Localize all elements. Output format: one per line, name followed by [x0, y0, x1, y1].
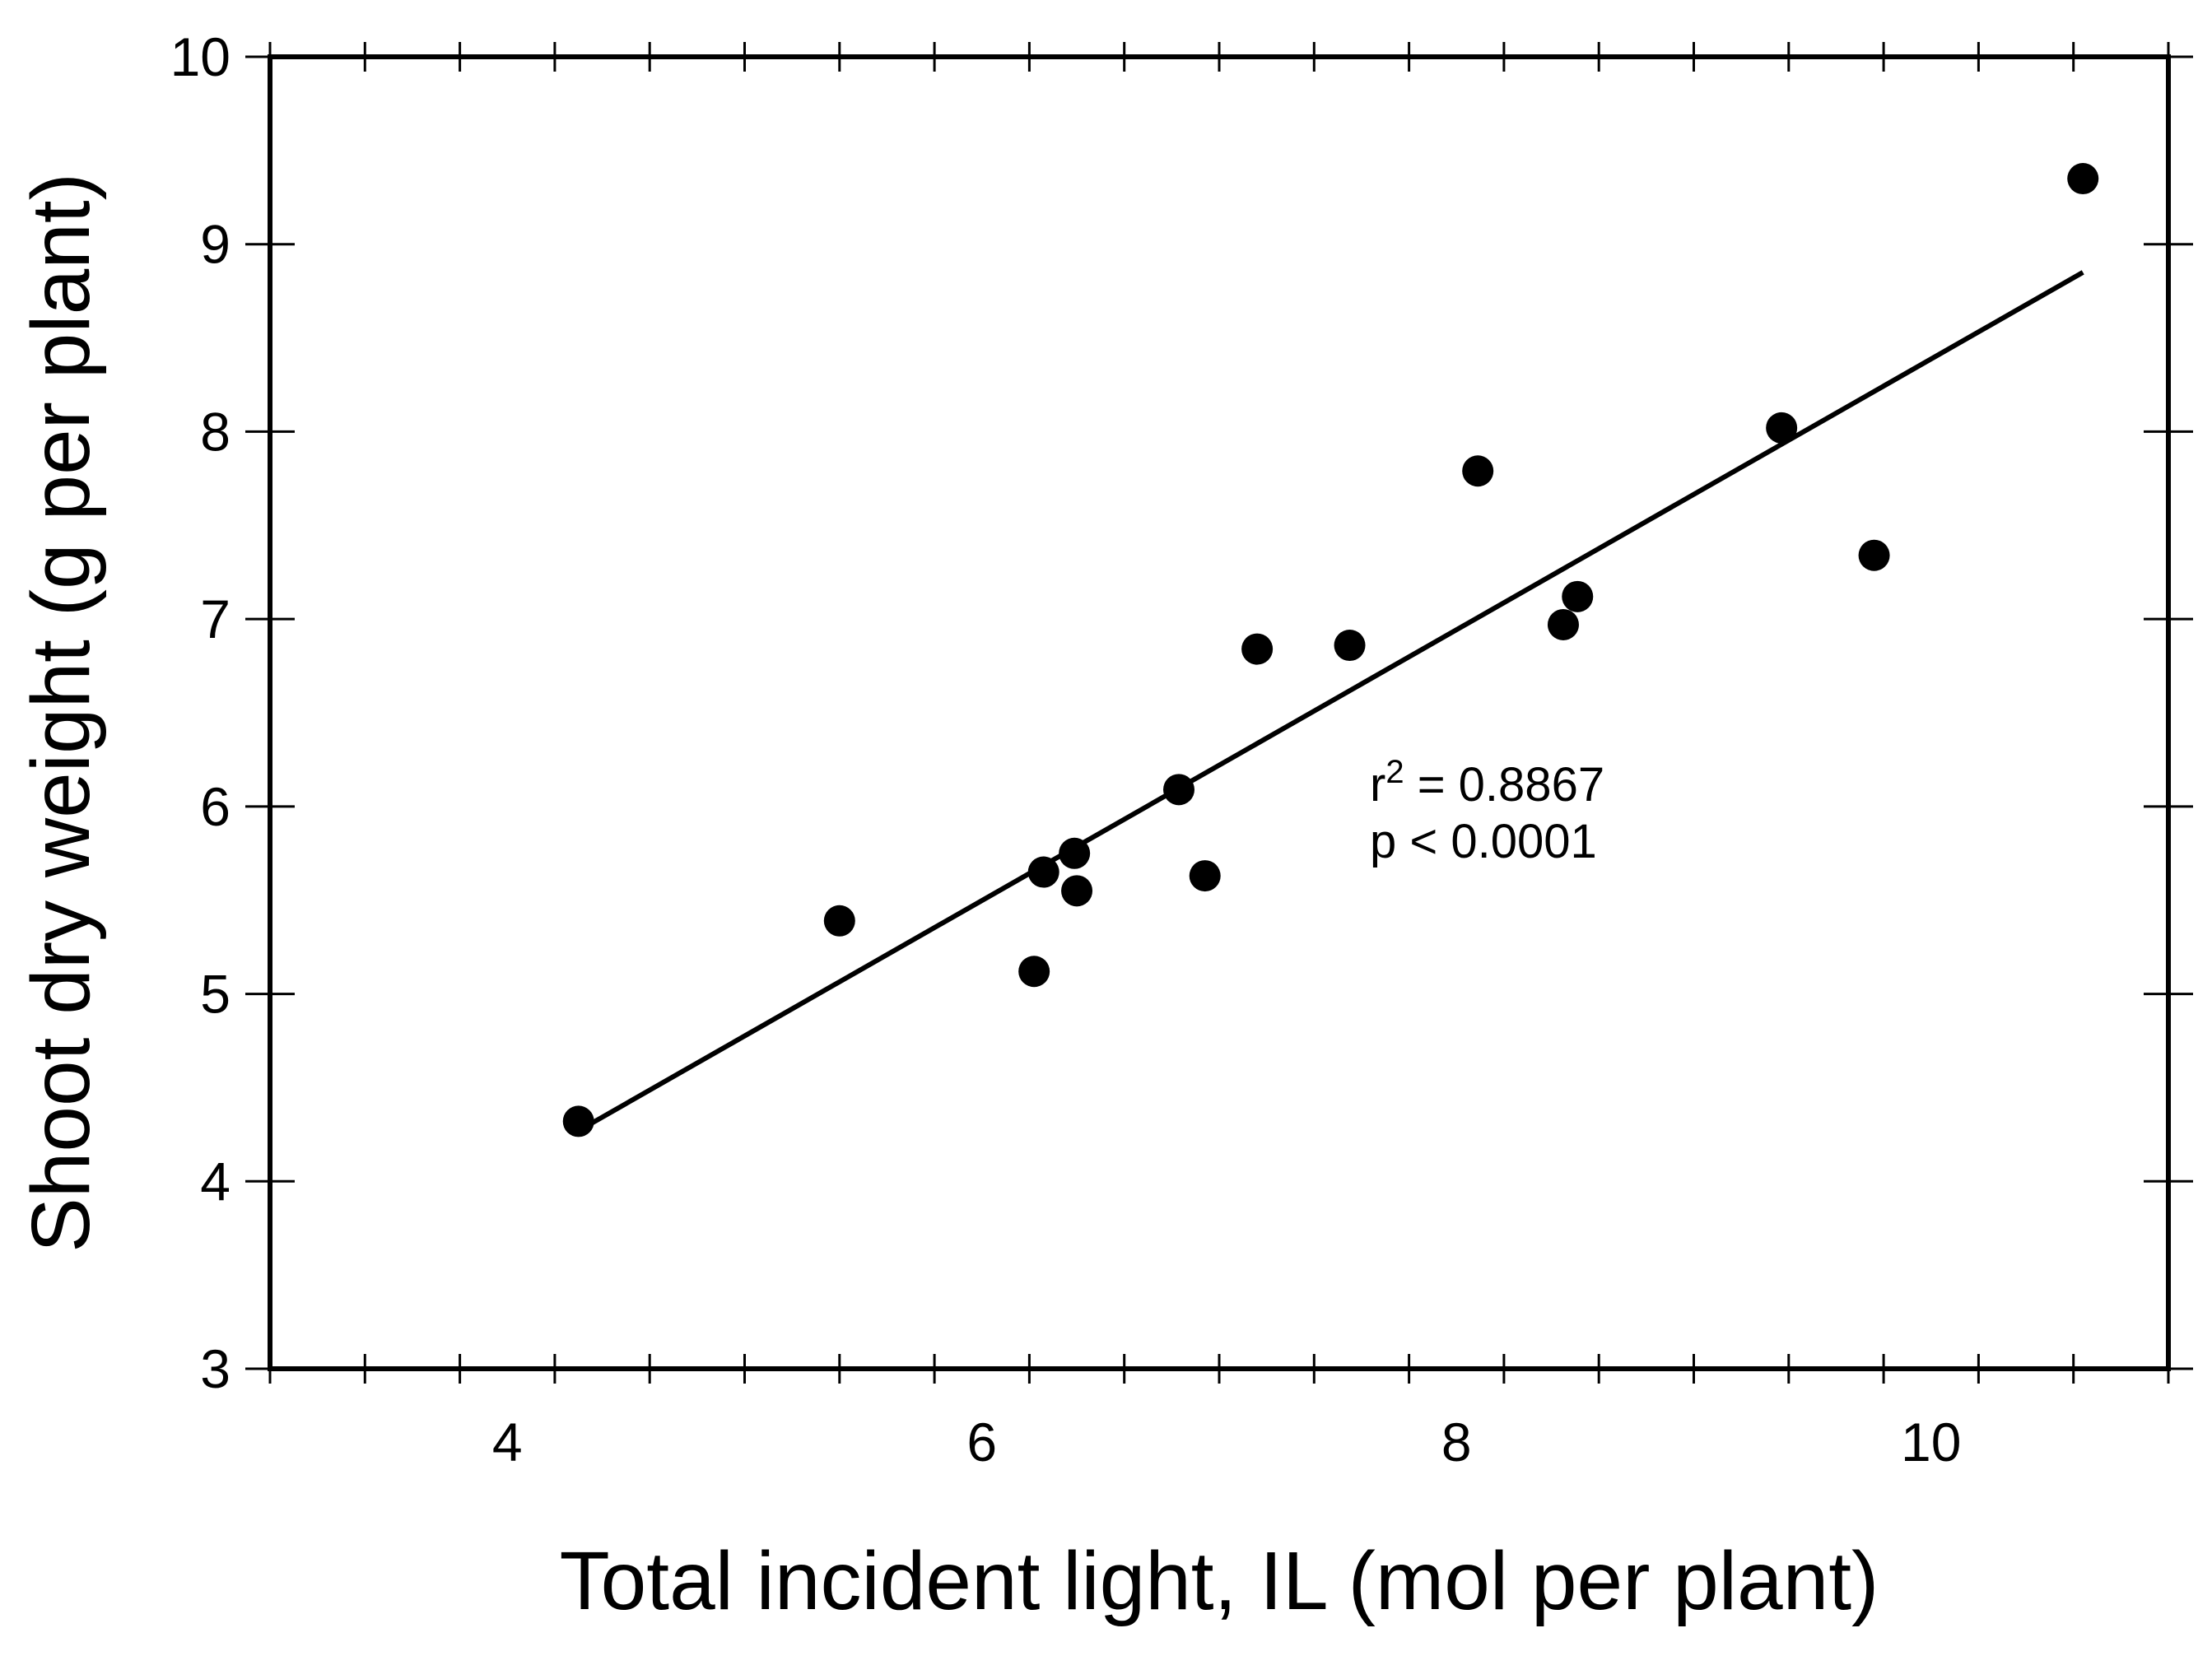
y-tick-label: 10: [170, 26, 231, 87]
data-point: [1059, 837, 1091, 869]
y-axis-title: Shoot dry weight (g per plant): [15, 173, 107, 1253]
y-tick-label: 6: [200, 776, 231, 837]
y-tick-label: 9: [200, 214, 231, 275]
data-point: [562, 1105, 594, 1137]
data-point: [1334, 630, 1366, 662]
x-tick-label: 4: [492, 1412, 523, 1472]
data-point: [1858, 539, 1890, 571]
p-value-annotation: p < 0.0001: [1370, 815, 1597, 868]
data-point: [1462, 455, 1494, 487]
data-point: [2067, 163, 2099, 195]
y-tick-labels: 3 4 5 6 7 8 9 10: [170, 26, 231, 1399]
data-point: [1547, 608, 1579, 640]
r-value: = 0.8867: [1404, 758, 1605, 812]
r-squared-annotation: r2 = 0.8867: [1370, 754, 1604, 812]
x-tick-label: 6: [966, 1412, 997, 1472]
data-point: [1189, 860, 1221, 892]
data-point: [1162, 774, 1194, 806]
x-tick-labels: 4 6 8 10: [492, 1412, 1962, 1472]
data-point: [1027, 856, 1059, 888]
axis-ticks: [245, 42, 2193, 1384]
y-tick-label: 5: [200, 964, 231, 1025]
x-tick-label: 10: [1901, 1412, 1961, 1472]
y-tick-label: 4: [200, 1151, 231, 1212]
data-point: [1018, 956, 1050, 988]
data-point: [1061, 875, 1093, 907]
data-point: [1766, 412, 1798, 444]
y-tick-label: 7: [200, 588, 231, 649]
data-point: [1562, 580, 1594, 612]
data-point: [1241, 633, 1274, 665]
y-tick-label: 3: [200, 1338, 231, 1399]
x-tick-label: 8: [1441, 1412, 1472, 1472]
data-point: [823, 905, 855, 937]
regression-line: [577, 270, 2084, 1133]
r-superscript: 2: [1385, 754, 1404, 790]
r-symbol: r: [1370, 758, 1385, 812]
y-tick-label: 8: [200, 401, 231, 462]
data-points: [562, 163, 2099, 1137]
x-axis-title: Total incident light, IL (mol per plant): [560, 1535, 1879, 1627]
